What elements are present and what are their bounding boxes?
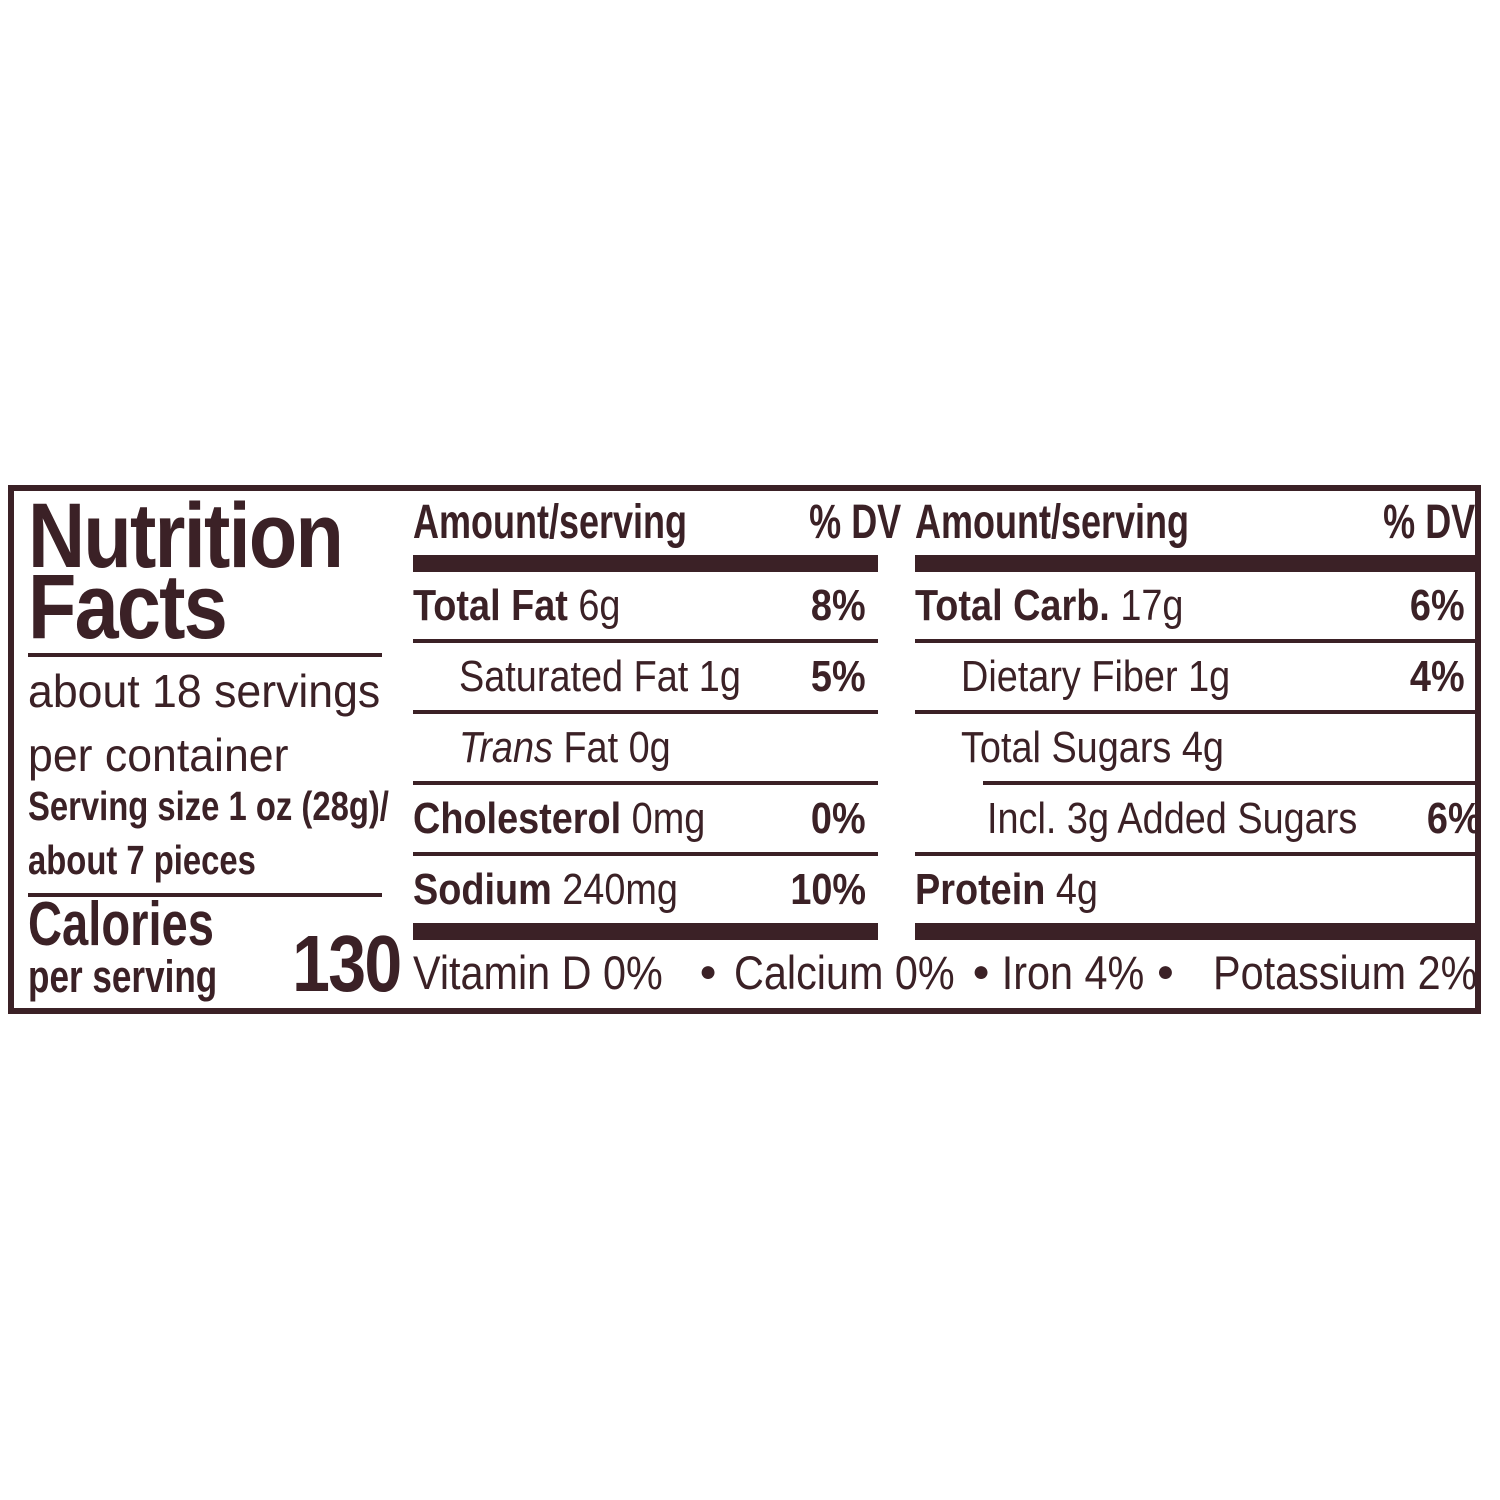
nutrient-rows: Total Carb. 17g 6% Dietary Fiber 1g 4% Total… [915,572,1481,923]
calories-label-line1: Calories [28,890,214,959]
micronutrient-vitamin-d-0: Vitamin D 0% [413,945,663,999]
row-divider [413,710,878,714]
nutrient-daily-value: 8% [811,580,866,630]
row-divider [413,781,878,785]
nutrient-daily-value: 10% [790,864,866,914]
nutrient-name: Protein 4g [915,864,1098,914]
nutrient-row-total-carb: Total Carb. 17g 6% [915,572,1477,639]
serving-size-line2: about 7 pieces [28,837,256,883]
column-header: Amount/serving % DV [915,491,1477,555]
nutrient-name: Trans Fat 0g [459,722,671,772]
nutrient-name: Saturated Fat 1g [459,651,741,701]
calories-divider [28,893,382,897]
row-divider [413,852,878,856]
nutrient-rows: Total Fat 6g 8% Saturated Fat 1g 5% Trans Fa… [413,572,878,923]
row-divider [413,639,878,643]
percent-dv-header: % DV [809,496,902,549]
nutrient-name: Cholesterol 0mg [413,793,706,843]
label-title-line1: Nutrition [28,485,344,587]
nutrient-daily-value: 5% [811,651,866,701]
bullet-separator-icon: ● [698,955,718,988]
nutrient-daily-value: 0% [811,793,866,843]
nutrient-row-trans-fat: Trans Fat 0g [413,714,878,781]
nutrient-name: Total Fat 6g [413,580,621,630]
micronutrient-iron-4: Iron 4% [1001,945,1145,999]
section-bar [413,923,878,940]
serving-size: Serving size 1 oz (28g)/ about 7 pieces [28,779,479,887]
amount-serving-header: Amount/serving [915,496,1190,549]
label-title: Nutrition Facts [28,465,344,658]
nutrient-name: Total Sugars 4g [961,722,1224,772]
nutrient-daily-value: 4% [1410,651,1465,701]
nutrient-daily-value: 6% [1410,580,1465,630]
micronutrient-calcium-0: Calcium 0% [734,945,955,999]
section-bar [413,555,878,572]
nutrient-row-total-sugars: Total Sugars 4g [915,714,1477,781]
nutrient-name: Sodium 240mg [413,864,678,914]
bullet-separator-icon: ● [972,955,991,988]
percent-dv-header: % DV [1383,496,1476,549]
section-bar [915,923,1477,940]
servings-line2: per container [28,729,289,781]
nutrient-name: Total Carb. 17g [915,580,1184,630]
nutrient-row-cholesterol: Cholesterol 0mg 0% [413,785,878,852]
nutrient-column-1: Amount/serving % DV Total Fat 6g 8% Satura… [413,491,902,940]
nutrient-daily-value: 6% [1426,793,1482,843]
calories-label: Calories per serving [28,890,273,1002]
servings-per-container: about 18 servings per container [28,659,391,787]
column-header: Amount/serving % DV [413,491,902,555]
servings-line1: about 18 servings [28,665,381,717]
section-bar [915,555,1477,572]
micronutrient-potassium-2: Potassium 2% [1212,945,1477,999]
row-divider [915,639,1477,643]
nutrient-name: Dietary Fiber 1g [961,651,1231,701]
nutrient-row-dietary-fiber: Dietary Fiber 1g 4% [915,643,1477,710]
nutrition-facts-label: Nutrition Facts about 18 servings per co… [8,485,1481,1014]
bullet-separator-icon: ● [1156,955,1175,988]
row-divider [983,781,1477,785]
calories-section: Calories per serving 130 [28,894,402,1004]
nutrient-row-saturated-fat: Saturated Fat 1g 5% [413,643,878,710]
row-divider [915,710,1477,714]
title-divider [28,653,382,657]
nutrient-row-added-sugars: Incl. 3g Added Sugars 6% [915,785,1481,852]
nutrient-name: Incl. 3g Added Sugars [987,793,1358,843]
micronutrients-footer: Vitamin D 0% ● Calcium 0% ● Iron 4% ● Potassiu… [413,942,1477,1002]
row-divider [915,852,1477,856]
serving-size-line1: Serving size 1 oz (28g)/ [28,783,389,829]
nutrient-column-2: Amount/serving % DV Total Carb. 17g 6% Die… [915,491,1481,940]
nutrient-row-total-fat: Total Fat 6g 8% [413,572,878,639]
calories-value: 130 [291,919,402,1008]
label-title-line2: Facts [28,556,228,658]
nutrient-row-protein: Protein 4g [915,856,1477,923]
nutrient-row-sodium: Sodium 240mg 10% [413,856,878,923]
calories-label-line2: per serving [28,951,218,1002]
amount-serving-header: Amount/serving [413,496,688,549]
